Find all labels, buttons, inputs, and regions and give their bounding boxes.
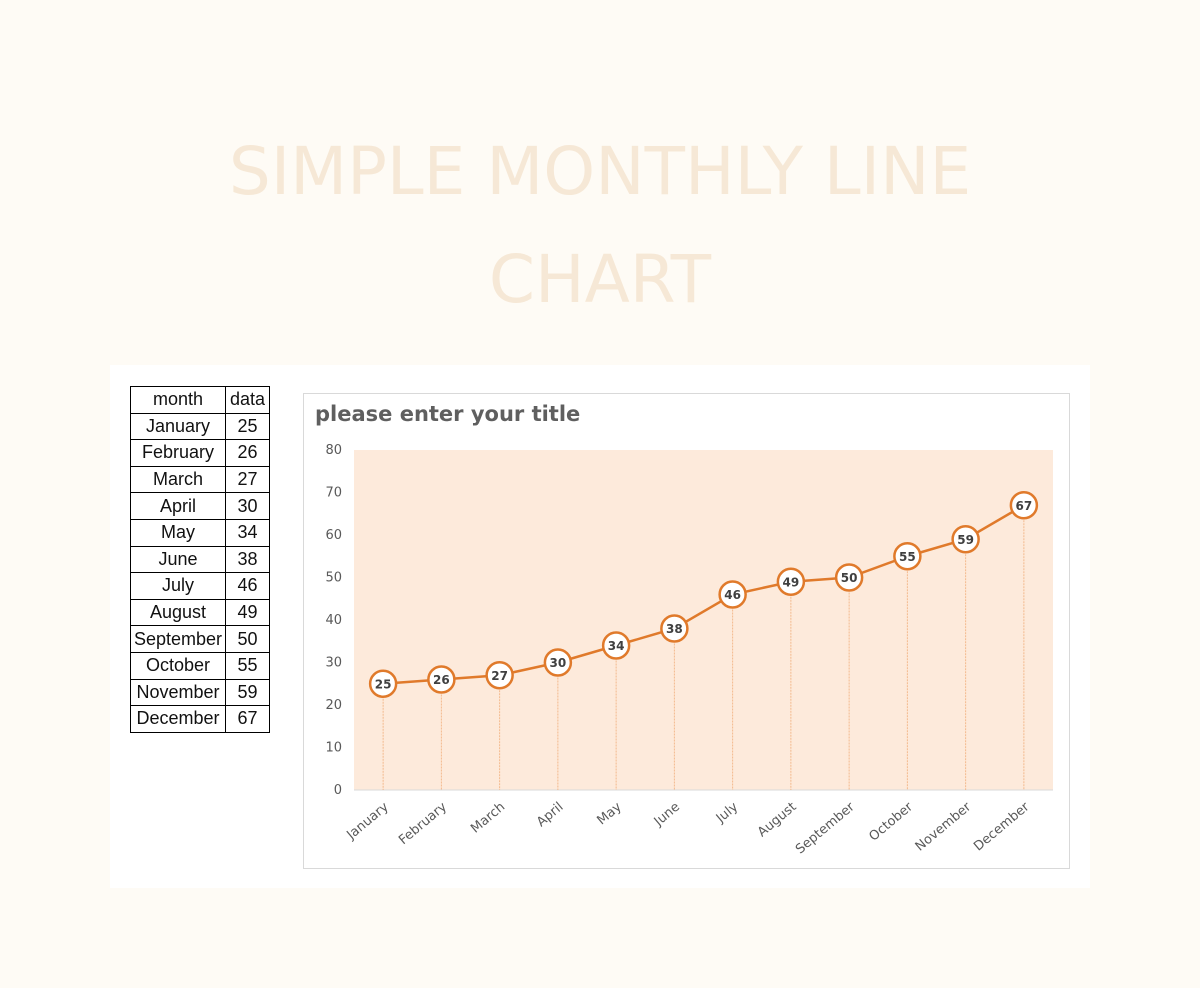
table-cell-data: 67	[225, 705, 270, 733]
table-cell-data: 26	[225, 439, 270, 467]
data-point	[1009, 491, 1039, 520]
table-cell-data: 38	[225, 545, 270, 574]
data-label: 27	[491, 669, 508, 683]
table-row: June 38	[130, 545, 270, 574]
y-tick-label: 60	[325, 528, 342, 543]
y-tick-label: 20	[325, 698, 342, 713]
table-header-month: month	[130, 386, 226, 414]
data-label: 26	[433, 673, 450, 687]
data-table: month data January 25 February 26 March 27 April…	[130, 386, 270, 733]
table-cell-data: 30	[225, 492, 270, 520]
table-cell-month: October	[130, 651, 226, 680]
table-row: December 67	[130, 705, 270, 733]
data-label: 30	[550, 656, 567, 670]
data-label: 46	[724, 588, 741, 602]
table-cell-month: August	[130, 598, 226, 627]
x-tick-label: July	[713, 799, 742, 826]
table-row: July 46	[130, 572, 270, 600]
page-heading-line2: CHART	[488, 241, 712, 318]
data-label: 55	[899, 550, 916, 564]
x-tick-label: December	[971, 799, 1033, 854]
data-point	[893, 542, 922, 571]
table-cell-month: April	[130, 492, 226, 520]
y-tick-label: 50	[325, 571, 342, 586]
table-cell-month: May	[130, 518, 226, 547]
x-tick-label: February	[396, 799, 450, 848]
data-label: 49	[783, 575, 800, 589]
chart-title: please enter your title	[315, 402, 581, 426]
table-row: August 49	[130, 598, 270, 627]
table-cell-month: December	[130, 705, 226, 733]
y-tick-label: 80	[325, 443, 342, 458]
y-tick-label: 0	[334, 783, 342, 798]
table-row: March 27	[130, 465, 270, 494]
y-tick-label: 10	[325, 741, 342, 756]
x-tick-label: October	[866, 799, 916, 844]
table-cell-month: July	[130, 572, 226, 600]
plot-area	[354, 450, 1053, 790]
page-heading: SIMPLE MONTHLY LINE CHART	[0, 118, 1200, 334]
data-point	[718, 580, 747, 609]
data-point	[601, 631, 631, 660]
data-point	[834, 563, 864, 592]
data-point	[660, 614, 689, 643]
x-tick-label: March	[468, 800, 508, 837]
table-cell-data: 50	[225, 625, 270, 653]
table-row: May 34	[130, 518, 270, 547]
table-header-row: month data	[130, 386, 270, 414]
table-cell-data: 27	[225, 465, 270, 494]
data-point	[543, 648, 573, 677]
data-label: 34	[608, 639, 625, 653]
x-tick-label: June	[651, 800, 683, 830]
x-tick-label: May	[594, 799, 624, 828]
data-label: 50	[841, 571, 858, 585]
page-heading-line1: SIMPLE MONTHLY LINE	[228, 133, 972, 210]
y-tick-label: 30	[325, 656, 342, 671]
data-label: 38	[666, 622, 683, 636]
data-point	[368, 669, 398, 698]
data-point	[951, 525, 980, 554]
table-row: October 55	[130, 651, 270, 680]
data-label: 25	[375, 677, 392, 691]
x-tick-label: April	[534, 800, 566, 831]
data-label: 59	[957, 533, 974, 547]
table-cell-data: 34	[225, 518, 270, 547]
table-cell-month: February	[130, 439, 226, 467]
data-point	[776, 567, 806, 596]
table-header-data: data	[225, 386, 270, 414]
y-tick-label: 40	[325, 613, 342, 628]
table-row: September 50	[130, 625, 270, 653]
y-tick-label: 70	[325, 486, 342, 501]
table-cell-month: September	[130, 625, 226, 653]
table-cell-data: 55	[225, 651, 270, 680]
data-label: 67	[1016, 499, 1033, 513]
x-tick-label: November	[913, 799, 975, 854]
table-cell-data: 46	[225, 572, 270, 600]
data-point	[485, 661, 514, 690]
x-tick-label: August	[755, 800, 799, 841]
x-tick-label: January	[344, 799, 392, 843]
table-cell-data: 25	[225, 412, 270, 441]
table-row: February 26	[130, 439, 270, 467]
data-point	[427, 665, 456, 694]
x-tick-label: September	[793, 799, 858, 857]
table-row: April 30	[130, 492, 270, 520]
